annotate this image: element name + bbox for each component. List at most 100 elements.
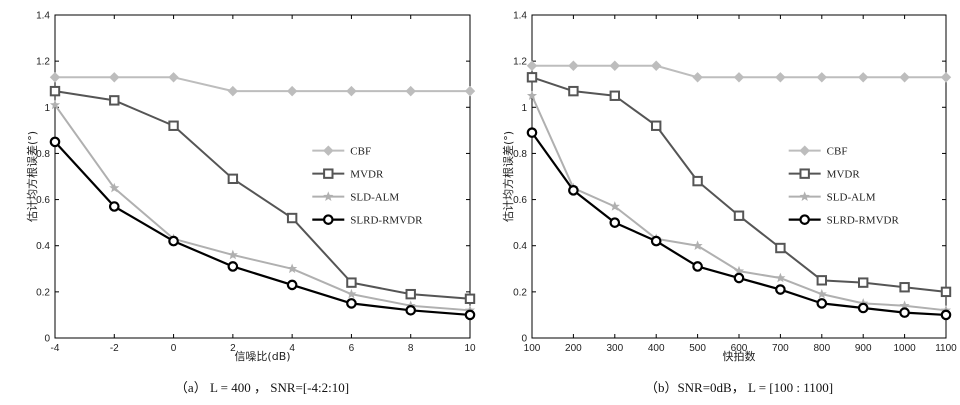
data-point <box>609 201 620 211</box>
y-tick-label: 1 <box>521 103 527 114</box>
data-point <box>940 309 952 321</box>
chart-caption: （b）SNR=0dB， L = [100 : 1100] <box>645 380 833 395</box>
legend-marker <box>799 214 810 225</box>
x-tick-label: 900 <box>855 343 872 354</box>
data-point <box>568 185 579 196</box>
plot-frame <box>531 14 947 339</box>
series-mvdr <box>49 85 476 304</box>
data-point <box>775 242 786 254</box>
y-tick-label: 0.6 <box>513 195 527 206</box>
x-tick-label: 8 <box>408 343 414 354</box>
series-line <box>55 76 470 93</box>
data-point <box>286 212 298 224</box>
y-tick-label: 0.2 <box>36 287 50 298</box>
data-point <box>816 288 827 299</box>
data-point <box>692 175 703 187</box>
data-point <box>733 72 745 83</box>
data-point <box>49 85 61 97</box>
data-point <box>816 72 828 83</box>
data-point <box>49 72 61 83</box>
y-tick-label: 0.4 <box>36 241 50 252</box>
data-point <box>940 286 952 298</box>
data-point <box>775 272 786 283</box>
y-tick-label: 1.2 <box>513 57 527 68</box>
data-point <box>227 173 239 185</box>
y-tick-label: 0.6 <box>36 195 50 206</box>
y-axis-label: 估计均方根误差(°) <box>25 131 39 222</box>
legend-entry-label: CBF <box>827 146 848 158</box>
y-tick-label: 0.2 <box>513 287 527 298</box>
x-tick-label: -4 <box>51 343 60 354</box>
series-slrd-rmvdr <box>49 136 476 321</box>
data-point <box>49 136 61 148</box>
chart-panel-a: 0 0.2 0.4 0.6 0.8 1 1.2 1.4 -4 -2 0 2 4 6 8 10 信噪比(dB) 估计… <box>25 11 476 396</box>
data-point <box>568 60 579 71</box>
data-point <box>651 120 662 131</box>
x-tick-label: 800 <box>813 343 830 354</box>
legend-marker <box>322 214 334 225</box>
series-line <box>54 90 471 300</box>
legend: CBF MVDR SLD-ALM SLRD-RMVDR <box>312 145 423 227</box>
legend-entry-label: SLD-ALM <box>350 192 399 204</box>
data-point <box>286 279 298 291</box>
y-tick-label: 1.4 <box>36 11 50 22</box>
data-point <box>733 210 745 221</box>
data-point <box>227 85 239 97</box>
data-point <box>109 182 120 193</box>
x-tick-label: 6 <box>349 343 355 354</box>
data-point <box>464 309 476 321</box>
data-point <box>227 261 239 272</box>
data-point <box>526 127 538 138</box>
data-point <box>692 240 703 251</box>
legend-entry-label: MVDR <box>350 169 384 181</box>
series-slrd-rmvdr <box>526 127 952 321</box>
legend-entry-label: SLRD-RMVDR <box>827 215 900 227</box>
data-point <box>526 72 538 83</box>
x-tick-label: 500 <box>689 343 706 354</box>
y-axis-label: 估计均方根误差(°) <box>501 131 515 222</box>
data-point <box>109 72 120 83</box>
data-point <box>857 72 869 83</box>
series-line <box>531 76 947 293</box>
x-axis-label: 快拍数 <box>723 349 756 363</box>
data-point <box>346 298 357 309</box>
data-point <box>816 275 827 286</box>
legend-marker <box>323 191 334 201</box>
data-point <box>650 235 662 247</box>
series-line <box>54 141 471 317</box>
data-point <box>857 302 869 314</box>
series-cbf <box>49 72 476 97</box>
legend-entry-label: SLD-ALM <box>827 192 876 204</box>
chart-panel-b: 0 0.2 0.4 0.6 0.8 1 1.2 1.4 100 200 300 400 500 600 70… <box>501 11 957 396</box>
x-tick-label: 4 <box>289 343 295 354</box>
x-tick-label: -2 <box>110 343 119 354</box>
series-mvdr <box>526 72 952 298</box>
data-point <box>899 282 910 293</box>
data-point <box>899 307 910 318</box>
plot-frame <box>54 14 471 339</box>
data-point <box>692 72 703 83</box>
data-point <box>346 85 357 97</box>
data-point <box>109 95 120 106</box>
x-tick-label: 100 <box>524 343 541 354</box>
legend-entry-label: MVDR <box>827 169 861 181</box>
x-tick-label: 300 <box>606 343 623 354</box>
y-tick-label: 0 <box>521 334 527 345</box>
data-point <box>464 293 476 304</box>
legend-entry-label: CBF <box>350 146 371 158</box>
legend-entry-label: SLRD-RMVDR <box>350 215 423 227</box>
series-cbf <box>526 60 952 83</box>
x-tick-label: 0 <box>171 343 177 354</box>
data-point <box>49 99 61 110</box>
data-point <box>405 288 416 300</box>
y-tick-label: 1.4 <box>513 11 527 22</box>
y-tick-label: 0.8 <box>513 149 527 160</box>
data-point <box>775 284 786 295</box>
data-point <box>609 217 621 228</box>
y-tick-label: 0.4 <box>513 241 527 252</box>
y-tick-label: 0 <box>44 334 50 345</box>
data-point <box>168 235 179 247</box>
data-point <box>346 288 357 299</box>
data-point <box>858 277 869 288</box>
x-tick-label: 200 <box>565 343 582 354</box>
